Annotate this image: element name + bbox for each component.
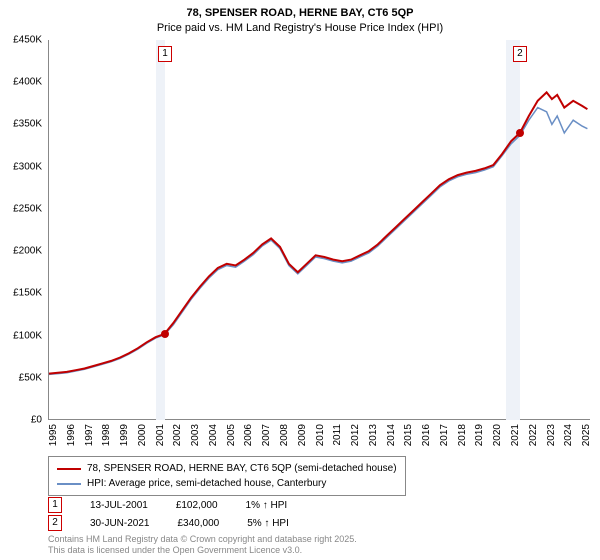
x-tick-label: 2011 xyxy=(332,424,343,446)
sale-marker-icon: 2 xyxy=(48,515,62,531)
y-tick-label: £250K xyxy=(13,203,42,214)
sale-marker-dot xyxy=(161,330,169,338)
sale-marker-dot xyxy=(516,129,524,137)
x-tick-label: 2012 xyxy=(350,424,361,446)
sale-delta: 1% ↑ HPI xyxy=(246,500,288,511)
y-tick-label: £450K xyxy=(13,35,42,46)
x-tick-label: 2006 xyxy=(243,424,254,446)
x-tick-label: 2015 xyxy=(403,424,414,446)
x-tick-label: 2010 xyxy=(315,424,326,446)
y-tick-label: £300K xyxy=(13,161,42,172)
y-tick-label: £0 xyxy=(31,415,42,426)
x-tick-label: 2013 xyxy=(368,424,379,446)
x-tick-label: 1998 xyxy=(101,424,112,446)
plot-region: 12 xyxy=(48,40,590,420)
title-block: 78, SPENSER ROAD, HERNE BAY, CT6 5QP Pri… xyxy=(0,0,600,36)
x-tick-label: 1995 xyxy=(48,424,59,446)
sale-marker-box: 1 xyxy=(158,46,172,62)
footer: Contains HM Land Registry data © Crown c… xyxy=(48,534,357,556)
x-tick-label: 2000 xyxy=(137,424,148,446)
x-tick-label: 2024 xyxy=(563,424,574,446)
legend-item: 78, SPENSER ROAD, HERNE BAY, CT6 5QP (se… xyxy=(57,461,397,476)
x-tick-label: 2018 xyxy=(457,424,468,446)
y-tick-label: £350K xyxy=(13,119,42,130)
x-tick-label: 2007 xyxy=(261,424,272,446)
x-tick-label: 2019 xyxy=(474,424,485,446)
x-tick-label: 1996 xyxy=(66,424,77,446)
sale-marker-box: 2 xyxy=(513,46,527,62)
x-tick-label: 2016 xyxy=(421,424,432,446)
legend: 78, SPENSER ROAD, HERNE BAY, CT6 5QP (se… xyxy=(48,456,406,496)
y-tick-label: £400K xyxy=(13,77,42,88)
x-tick-label: 2025 xyxy=(581,424,592,446)
chart-lines-svg xyxy=(49,40,591,420)
y-tick-label: £100K xyxy=(13,330,42,341)
x-tick-label: 2003 xyxy=(190,424,201,446)
table-row: 2 30-JUN-2021 £340,000 5% ↑ HPI xyxy=(48,514,289,532)
x-tick-label: 2017 xyxy=(439,424,450,446)
footer-line: Contains HM Land Registry data © Crown c… xyxy=(48,534,357,545)
title-main: 78, SPENSER ROAD, HERNE BAY, CT6 5QP xyxy=(0,6,600,21)
x-tick-label: 2005 xyxy=(226,424,237,446)
y-tick-label: £200K xyxy=(13,246,42,257)
x-tick-label: 2023 xyxy=(546,424,557,446)
x-tick-label: 2021 xyxy=(510,424,521,446)
legend-swatch xyxy=(57,483,81,485)
legend-item: HPI: Average price, semi-detached house,… xyxy=(57,476,397,491)
x-tick-label: 1997 xyxy=(84,424,95,446)
x-tick-label: 2009 xyxy=(297,424,308,446)
legend-swatch xyxy=(57,468,81,470)
sale-delta: 5% ↑ HPI xyxy=(247,518,289,529)
title-sub: Price paid vs. HM Land Registry's House … xyxy=(0,21,600,36)
x-tick-label: 2020 xyxy=(492,424,503,446)
chart-container: 78, SPENSER ROAD, HERNE BAY, CT6 5QP Pri… xyxy=(0,0,600,560)
y-tick-label: £150K xyxy=(13,288,42,299)
y-tick-label: £50K xyxy=(19,372,42,383)
sale-price: £340,000 xyxy=(177,518,219,529)
sales-table: 1 13-JUL-2001 £102,000 1% ↑ HPI 2 30-JUN… xyxy=(48,496,289,532)
sale-price: £102,000 xyxy=(176,500,218,511)
x-tick-label: 2001 xyxy=(155,424,166,446)
sale-date: 30-JUN-2021 xyxy=(90,518,149,529)
x-tick-label: 1999 xyxy=(119,424,130,446)
legend-label: HPI: Average price, semi-detached house,… xyxy=(87,476,326,491)
sale-marker-icon: 1 xyxy=(48,497,62,513)
chart-area: 12 £0£50K£100K£150K£200K£250K£300K£350K£… xyxy=(48,40,590,420)
x-tick-label: 2004 xyxy=(208,424,219,446)
x-tick-label: 2022 xyxy=(528,424,539,446)
x-tick-label: 2002 xyxy=(172,424,183,446)
x-tick-label: 2008 xyxy=(279,424,290,446)
legend-label: 78, SPENSER ROAD, HERNE BAY, CT6 5QP (se… xyxy=(87,461,397,476)
sale-date: 13-JUL-2001 xyxy=(90,500,148,511)
table-row: 1 13-JUL-2001 £102,000 1% ↑ HPI xyxy=(48,496,289,514)
footer-line: This data is licensed under the Open Gov… xyxy=(48,545,357,556)
x-tick-label: 2014 xyxy=(386,424,397,446)
series-line xyxy=(49,92,587,373)
